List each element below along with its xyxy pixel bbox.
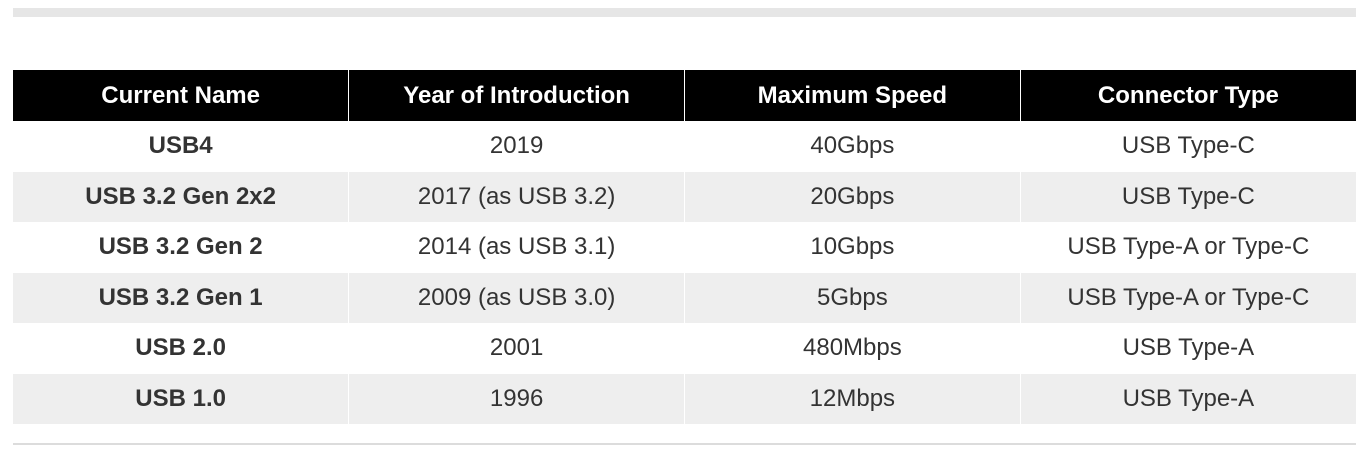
cell-connector: USB Type-C bbox=[1019, 121, 1356, 172]
table-row: USB 3.2 Gen 2x2 2017 (as USB 3.2) 20Gbps US… bbox=[13, 171, 1356, 222]
cell-speed: 10Gbps bbox=[684, 222, 1021, 273]
cell-year: 2014 (as USB 3.1) bbox=[348, 222, 685, 273]
cell-current-name: USB 3.2 Gen 2 bbox=[98, 233, 263, 261]
table-row: USB 3.2 Gen 1 2009 (as USB 3.0) 5Gbps USB T… bbox=[13, 272, 1356, 323]
header-current-name: Current Name bbox=[13, 70, 349, 121]
cell-current-name: USB 3.2 Gen 2x2 bbox=[13, 171, 349, 222]
table-row: USB4 2019 40Gbps USB Type-C bbox=[13, 121, 1356, 172]
cell-connector: USB Type-A or Type-C bbox=[1019, 222, 1356, 273]
cell-year: 2001 bbox=[348, 323, 685, 374]
cell-current-name: USB4 bbox=[148, 132, 213, 160]
cell-speed: 12Mbps bbox=[684, 373, 1021, 424]
header-speed: Maximum Speed bbox=[684, 70, 1021, 121]
usb-versions-table: Current Name Year of Introduction Maximu… bbox=[13, 70, 1356, 424]
table-header-row: Current Name Year of Introduction Maximu… bbox=[13, 70, 1356, 121]
cell-connector: USB Type-C bbox=[1019, 171, 1356, 222]
cell-current-name: USB 1.0 bbox=[13, 373, 349, 424]
table-row: USB 3.2 Gen 2 2014 (as USB 3.1) 10Gbps USB … bbox=[13, 222, 1356, 273]
cell-current-name: USB 2.0 bbox=[135, 334, 226, 362]
cell-year: 1996 bbox=[348, 373, 685, 424]
cell-current-name: USB 3.2 Gen 1 bbox=[13, 272, 349, 323]
table-row: USB 2.0 2001 480Mbps USB Type-A bbox=[13, 323, 1356, 374]
cell-speed: 20Gbps bbox=[684, 171, 1021, 222]
table-row: USB 1.0 1996 12Mbps USB Type-A bbox=[13, 373, 1356, 424]
cell-year: 2019 bbox=[348, 121, 685, 172]
cell-speed: 480Mbps bbox=[684, 323, 1021, 374]
cell-connector: USB Type-A bbox=[1019, 373, 1356, 424]
top-divider bbox=[13, 8, 1356, 17]
bottom-divider bbox=[13, 443, 1356, 445]
cell-year: 2017 (as USB 3.2) bbox=[348, 171, 685, 222]
cell-year: 2009 (as USB 3.0) bbox=[348, 272, 685, 323]
header-year: Year of Introduction bbox=[348, 70, 685, 121]
cell-speed: 5Gbps bbox=[684, 272, 1021, 323]
cell-speed: 40Gbps bbox=[684, 121, 1021, 172]
cell-connector: USB Type-A bbox=[1019, 323, 1356, 374]
header-connector: Connector Type bbox=[1019, 70, 1356, 121]
cell-connector: USB Type-A or Type-C bbox=[1019, 272, 1356, 323]
